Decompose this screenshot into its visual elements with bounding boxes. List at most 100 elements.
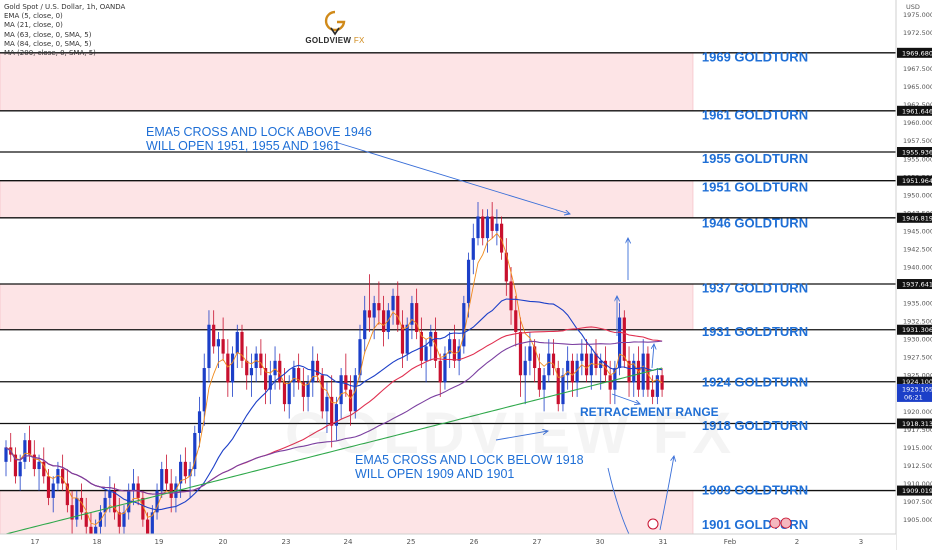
candle-67 — [320, 368, 324, 419]
goldview-logo: GOLDVIEW FX — [300, 10, 370, 45]
goldturn-label-1969: 1969 GOLDTURN — [702, 50, 808, 65]
candle-138 — [655, 368, 659, 405]
x-tick-3: 3 — [859, 538, 863, 546]
candle-34 — [164, 454, 169, 491]
candle-53 — [254, 346, 258, 383]
level-tag-1961.646 — [897, 105, 932, 116]
candle-32 — [155, 483, 159, 520]
candle-57 — [273, 346, 277, 390]
level-tag-1918.313 — [897, 418, 932, 429]
candle-2 — [13, 447, 18, 484]
level-tag-text-1969.680: 1969.680 — [902, 49, 932, 57]
candle-46 — [221, 317, 225, 361]
candle-79 — [377, 281, 381, 325]
candle-121 — [575, 353, 579, 397]
event-marker-icon — [647, 518, 659, 530]
candle-103 — [490, 202, 494, 239]
candle-23 — [112, 483, 117, 520]
indicator-ma63[interactable]: MA (63, close, 0, SMA, 5) — [4, 30, 92, 39]
candle-78 — [372, 295, 376, 340]
y-tick-1910: 1910.000 — [903, 480, 932, 488]
watermark: GOLDVIEW FX — [285, 401, 735, 466]
y-tick-1962.5: 1962.500 — [903, 101, 932, 109]
arrow-retracement — [611, 393, 640, 404]
y-tick-1905: 1905.000 — [903, 516, 932, 524]
candle-102 — [485, 209, 490, 253]
candle-137 — [651, 375, 655, 405]
candle-42 — [202, 353, 206, 426]
candle-119 — [566, 346, 570, 390]
logo-brand: GOLDVIEW — [305, 36, 352, 45]
candle-73 — [348, 375, 353, 426]
series-line-4 — [5, 367, 663, 535]
series-line-0 — [5, 232, 663, 525]
candle-52 — [249, 353, 254, 397]
indicator-ema5[interactable]: EMA (5, close, 0) — [4, 12, 63, 21]
candle-59 — [282, 368, 287, 412]
y-tick-1967.5: 1967.500 — [903, 65, 932, 73]
candle-81 — [386, 303, 390, 340]
goldturn-label-1961: 1961 GOLDTURN — [702, 107, 808, 122]
candle-55 — [264, 353, 268, 405]
candle-86 — [410, 295, 414, 340]
countdown-text: 06:21 — [904, 393, 923, 401]
x-tick-20: 20 — [219, 538, 228, 546]
candle-49 — [235, 324, 239, 369]
candle-107 — [509, 267, 513, 325]
candle-11 — [56, 461, 60, 491]
y-tick-1932.5: 1932.500 — [903, 318, 932, 326]
candle-7 — [37, 454, 41, 491]
indicator-ma200[interactable]: MA (200, close, 0, SMA, 5) — [4, 49, 96, 58]
candle-13 — [65, 469, 69, 513]
candle-104 — [495, 209, 499, 246]
x-tick-17: 17 — [31, 538, 40, 546]
candle-48 — [230, 346, 235, 397]
indicator-ma21[interactable]: MA (21, close, 0) — [4, 21, 63, 30]
candle-1 — [9, 432, 13, 462]
candle-64 — [306, 375, 310, 412]
level-tag-1951.964 — [897, 175, 932, 186]
candle-118 — [561, 368, 565, 412]
candle-74 — [353, 368, 357, 419]
candle-98 — [466, 252, 471, 318]
candle-76 — [363, 295, 367, 354]
candle-113 — [537, 353, 541, 397]
candle-90 — [429, 324, 433, 361]
level-tag-text-1961.646: 1961.646 — [902, 107, 932, 115]
candle-71 — [339, 368, 343, 419]
x-tick-23: 23 — [282, 538, 291, 546]
candle-70 — [334, 396, 338, 441]
candle-108 — [514, 295, 518, 347]
candle-91 — [433, 317, 438, 369]
y-tick-1930: 1930.000 — [903, 336, 932, 344]
candle-122 — [580, 339, 584, 376]
goldturn-label-1951: 1951 GOLDTURN — [702, 180, 808, 195]
level-tag-text-1955.936: 1955.936 — [902, 149, 932, 157]
logo-mark-icon — [324, 10, 346, 36]
upper-note-line-0: EMA5 CROSS AND LOCK ABOVE 1946 — [146, 125, 372, 139]
y-tick-1925: 1925.000 — [903, 372, 932, 380]
candle-16 — [79, 483, 84, 520]
candle-116 — [551, 339, 556, 376]
candle-56 — [268, 360, 272, 405]
indicator-ma84[interactable]: MA (84, close, 0, SMA, 5) — [4, 39, 92, 48]
candle-132 — [627, 346, 631, 397]
level-tag-text-1937.641: 1937.641 — [902, 281, 932, 289]
candle-10 — [51, 476, 55, 513]
candle-87 — [415, 288, 419, 340]
candle-33 — [160, 461, 164, 498]
arrow-up-curve — [659, 456, 674, 531]
level-tag-text-1946.819: 1946.819 — [902, 214, 932, 222]
candle-72 — [344, 353, 348, 397]
candle-110 — [523, 346, 527, 405]
level-tag-1969.680 — [897, 47, 932, 58]
candle-24 — [117, 497, 121, 534]
candle-97 — [462, 295, 466, 354]
candle-80 — [382, 295, 386, 347]
upper-note-line-1: WILL OPEN 1951, 1955 AND 1961 — [146, 139, 340, 153]
level-tag-text-1924.100: 1924.100 — [902, 378, 932, 386]
candle-29 — [141, 490, 145, 527]
candle-62 — [297, 353, 301, 390]
